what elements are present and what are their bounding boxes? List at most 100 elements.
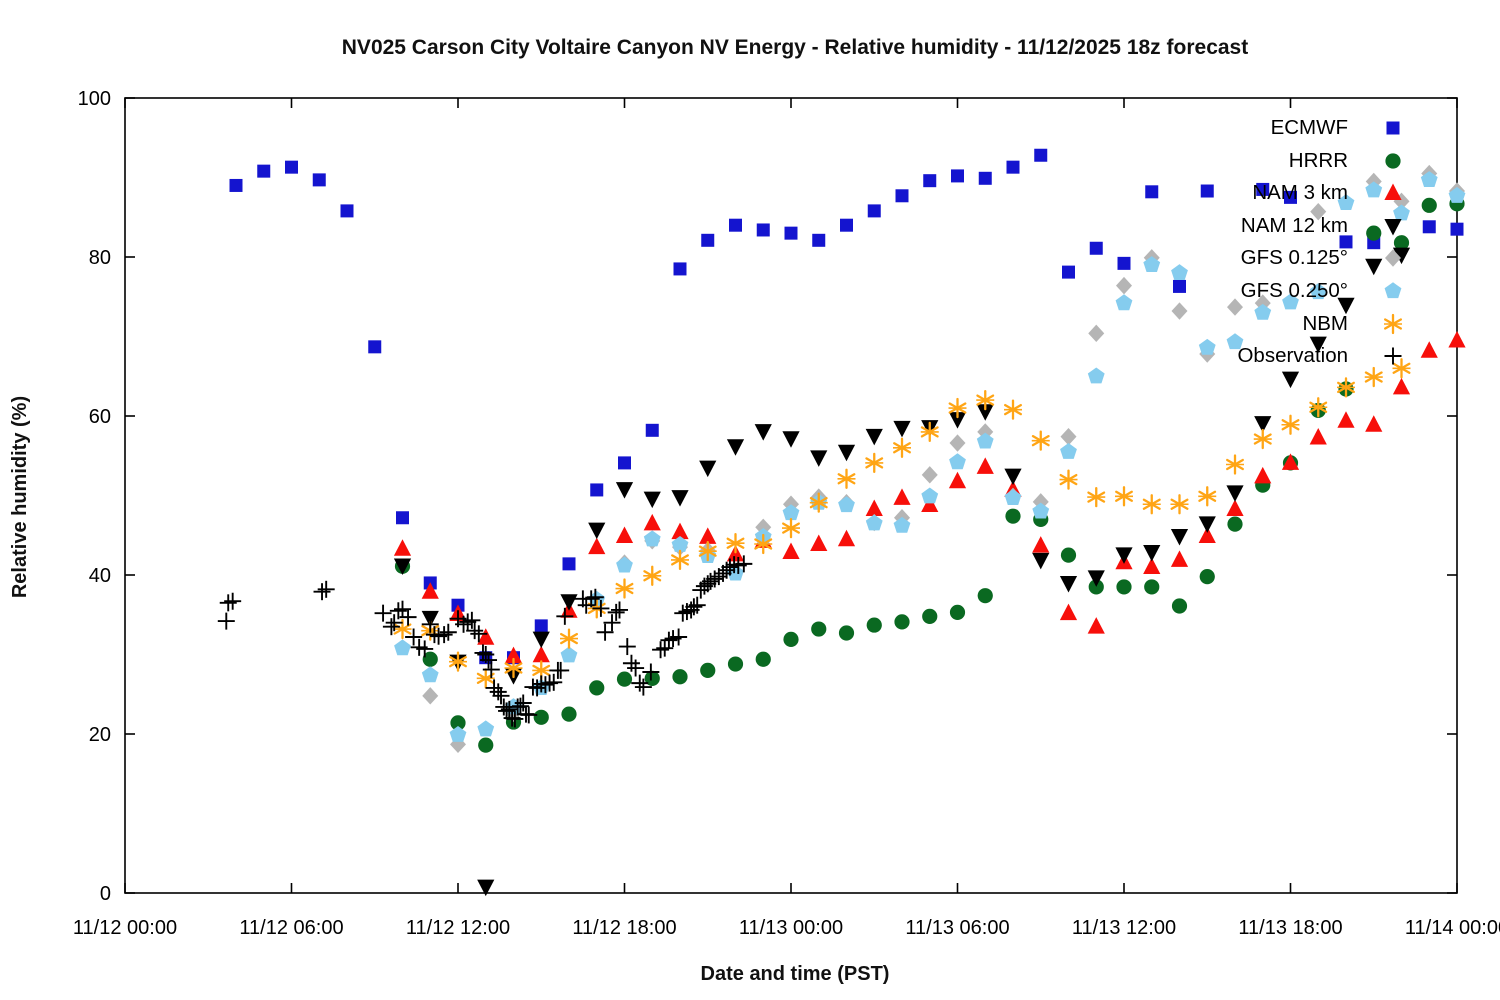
nbm-series	[393, 358, 1411, 689]
nam-12-km-point	[699, 460, 717, 478]
observation-point	[514, 694, 532, 712]
y-tick-label: 0	[100, 883, 111, 905]
gfs-0-250-legend-glyph	[1384, 282, 1402, 299]
legend-label-nam-3km: NAM 3 km	[1252, 181, 1348, 205]
nam-12km-triangle-down-icon	[1384, 218, 1402, 236]
observation-point	[735, 555, 753, 573]
hrrr-point	[1421, 197, 1437, 213]
hrrr-legend-glyph	[1385, 152, 1401, 169]
ecmwf-point	[396, 511, 409, 525]
nam-12-km-point	[754, 424, 772, 441]
hrrr-point	[1005, 508, 1021, 524]
gfs-0-250-point	[477, 720, 495, 737]
nam-3-km-point	[948, 471, 967, 489]
observation-point	[470, 625, 488, 643]
nbm-point	[1281, 414, 1300, 435]
nam-3-km-point	[1281, 453, 1300, 470]
observation-point	[582, 590, 600, 608]
nam-3-km-point	[782, 542, 800, 559]
nam-3-km-point	[1143, 557, 1161, 575]
ecmwf-point	[368, 340, 382, 354]
ecmwf-point	[1145, 185, 1159, 199]
observation-point	[603, 614, 621, 632]
nam-12-km-point	[532, 631, 550, 649]
ecmwf-point	[867, 204, 881, 218]
legend-label-gfs-0250: GFS 0.250°	[1240, 279, 1348, 302]
observation-point	[389, 602, 407, 620]
observation-point	[317, 580, 335, 598]
ecmwf-point	[1422, 220, 1436, 234]
gfs-0-125-point	[921, 466, 938, 484]
ecmwf-point	[562, 557, 576, 571]
nbm-point	[1309, 397, 1328, 418]
observation-point	[466, 622, 484, 640]
observation-point	[482, 661, 500, 679]
x-tick-label: 11/13 06:00	[905, 917, 1009, 939]
observation-point	[631, 674, 649, 692]
hrrr-point	[866, 617, 882, 633]
observation-point	[374, 604, 392, 622]
gfs-0250-pentagon-icon	[1384, 282, 1402, 299]
x-tick-label: 11/12 18:00	[572, 917, 676, 939]
nam-3-km-point	[588, 537, 606, 555]
nbm-point	[560, 628, 578, 649]
ecmwf-point	[285, 160, 298, 174]
gfs-0-250-point	[1309, 283, 1327, 300]
ecmwf-point	[923, 174, 937, 188]
hrrr-point	[672, 669, 688, 685]
nam-3-km-point	[671, 522, 689, 540]
nam-3-km-point	[1087, 617, 1105, 634]
hrrr-point	[1116, 579, 1132, 595]
nbm-point	[948, 397, 967, 419]
nbm-point	[1392, 358, 1411, 379]
nam-12-km-series	[393, 247, 1411, 897]
legend-label-observation: Observation	[1237, 344, 1348, 368]
observation-point	[217, 612, 235, 630]
gfs-0-250-point	[727, 564, 744, 581]
gfs-0-125-point	[949, 434, 966, 452]
nam-12-km-point	[1337, 297, 1355, 315]
hrrr-point	[977, 588, 993, 604]
nam-12-km-point	[643, 491, 661, 509]
nam-12-km-point	[810, 450, 828, 467]
nam-12-km-point	[948, 412, 967, 429]
gfs-0-250-point	[921, 487, 939, 504]
ecmwf-point	[257, 164, 271, 178]
observation-point	[459, 613, 477, 631]
observation-point	[385, 614, 403, 632]
gfs-0-125-point	[1088, 324, 1105, 343]
nam-12-km-point	[976, 404, 994, 421]
gfs-0-250-point	[782, 504, 800, 521]
nbm-legend-glyph	[1384, 313, 1402, 334]
gfs-0-250-point	[560, 646, 578, 663]
hrrr-point	[1088, 579, 1104, 595]
nbm-point	[726, 533, 745, 554]
ecmwf-point	[1173, 279, 1186, 293]
nbm-point	[1004, 399, 1022, 420]
nam-3-km-point	[1170, 550, 1189, 567]
nam-3-km-point	[1392, 377, 1411, 395]
gfs-0-250-point	[643, 530, 661, 547]
observation-point	[506, 710, 524, 728]
hrrr-point	[811, 621, 827, 637]
ecmwf-point	[784, 226, 798, 240]
observation-point	[500, 700, 518, 718]
hrrr-point	[1366, 225, 1382, 241]
observation-point	[596, 623, 614, 641]
nam-3-km-point	[865, 499, 883, 517]
ecmwf-point	[618, 456, 631, 470]
gfs-0-125-point	[977, 423, 994, 441]
nam-3-km-point	[1337, 411, 1355, 428]
observation-legend-glyph	[1384, 347, 1402, 365]
observation-point	[592, 599, 610, 617]
nbm-point	[865, 452, 884, 474]
nam-12-km-point	[1004, 468, 1022, 486]
nam-12-km-point	[1143, 544, 1161, 562]
nam-12-km-point	[1309, 336, 1327, 354]
nam-12-km-point	[1226, 485, 1244, 502]
gfs-0-250-point	[1032, 502, 1050, 519]
nbm-point	[976, 389, 995, 411]
nam-3-km-point	[893, 488, 911, 505]
nam-3-km-series	[393, 330, 1466, 664]
nam-3-km-point	[1198, 526, 1216, 544]
